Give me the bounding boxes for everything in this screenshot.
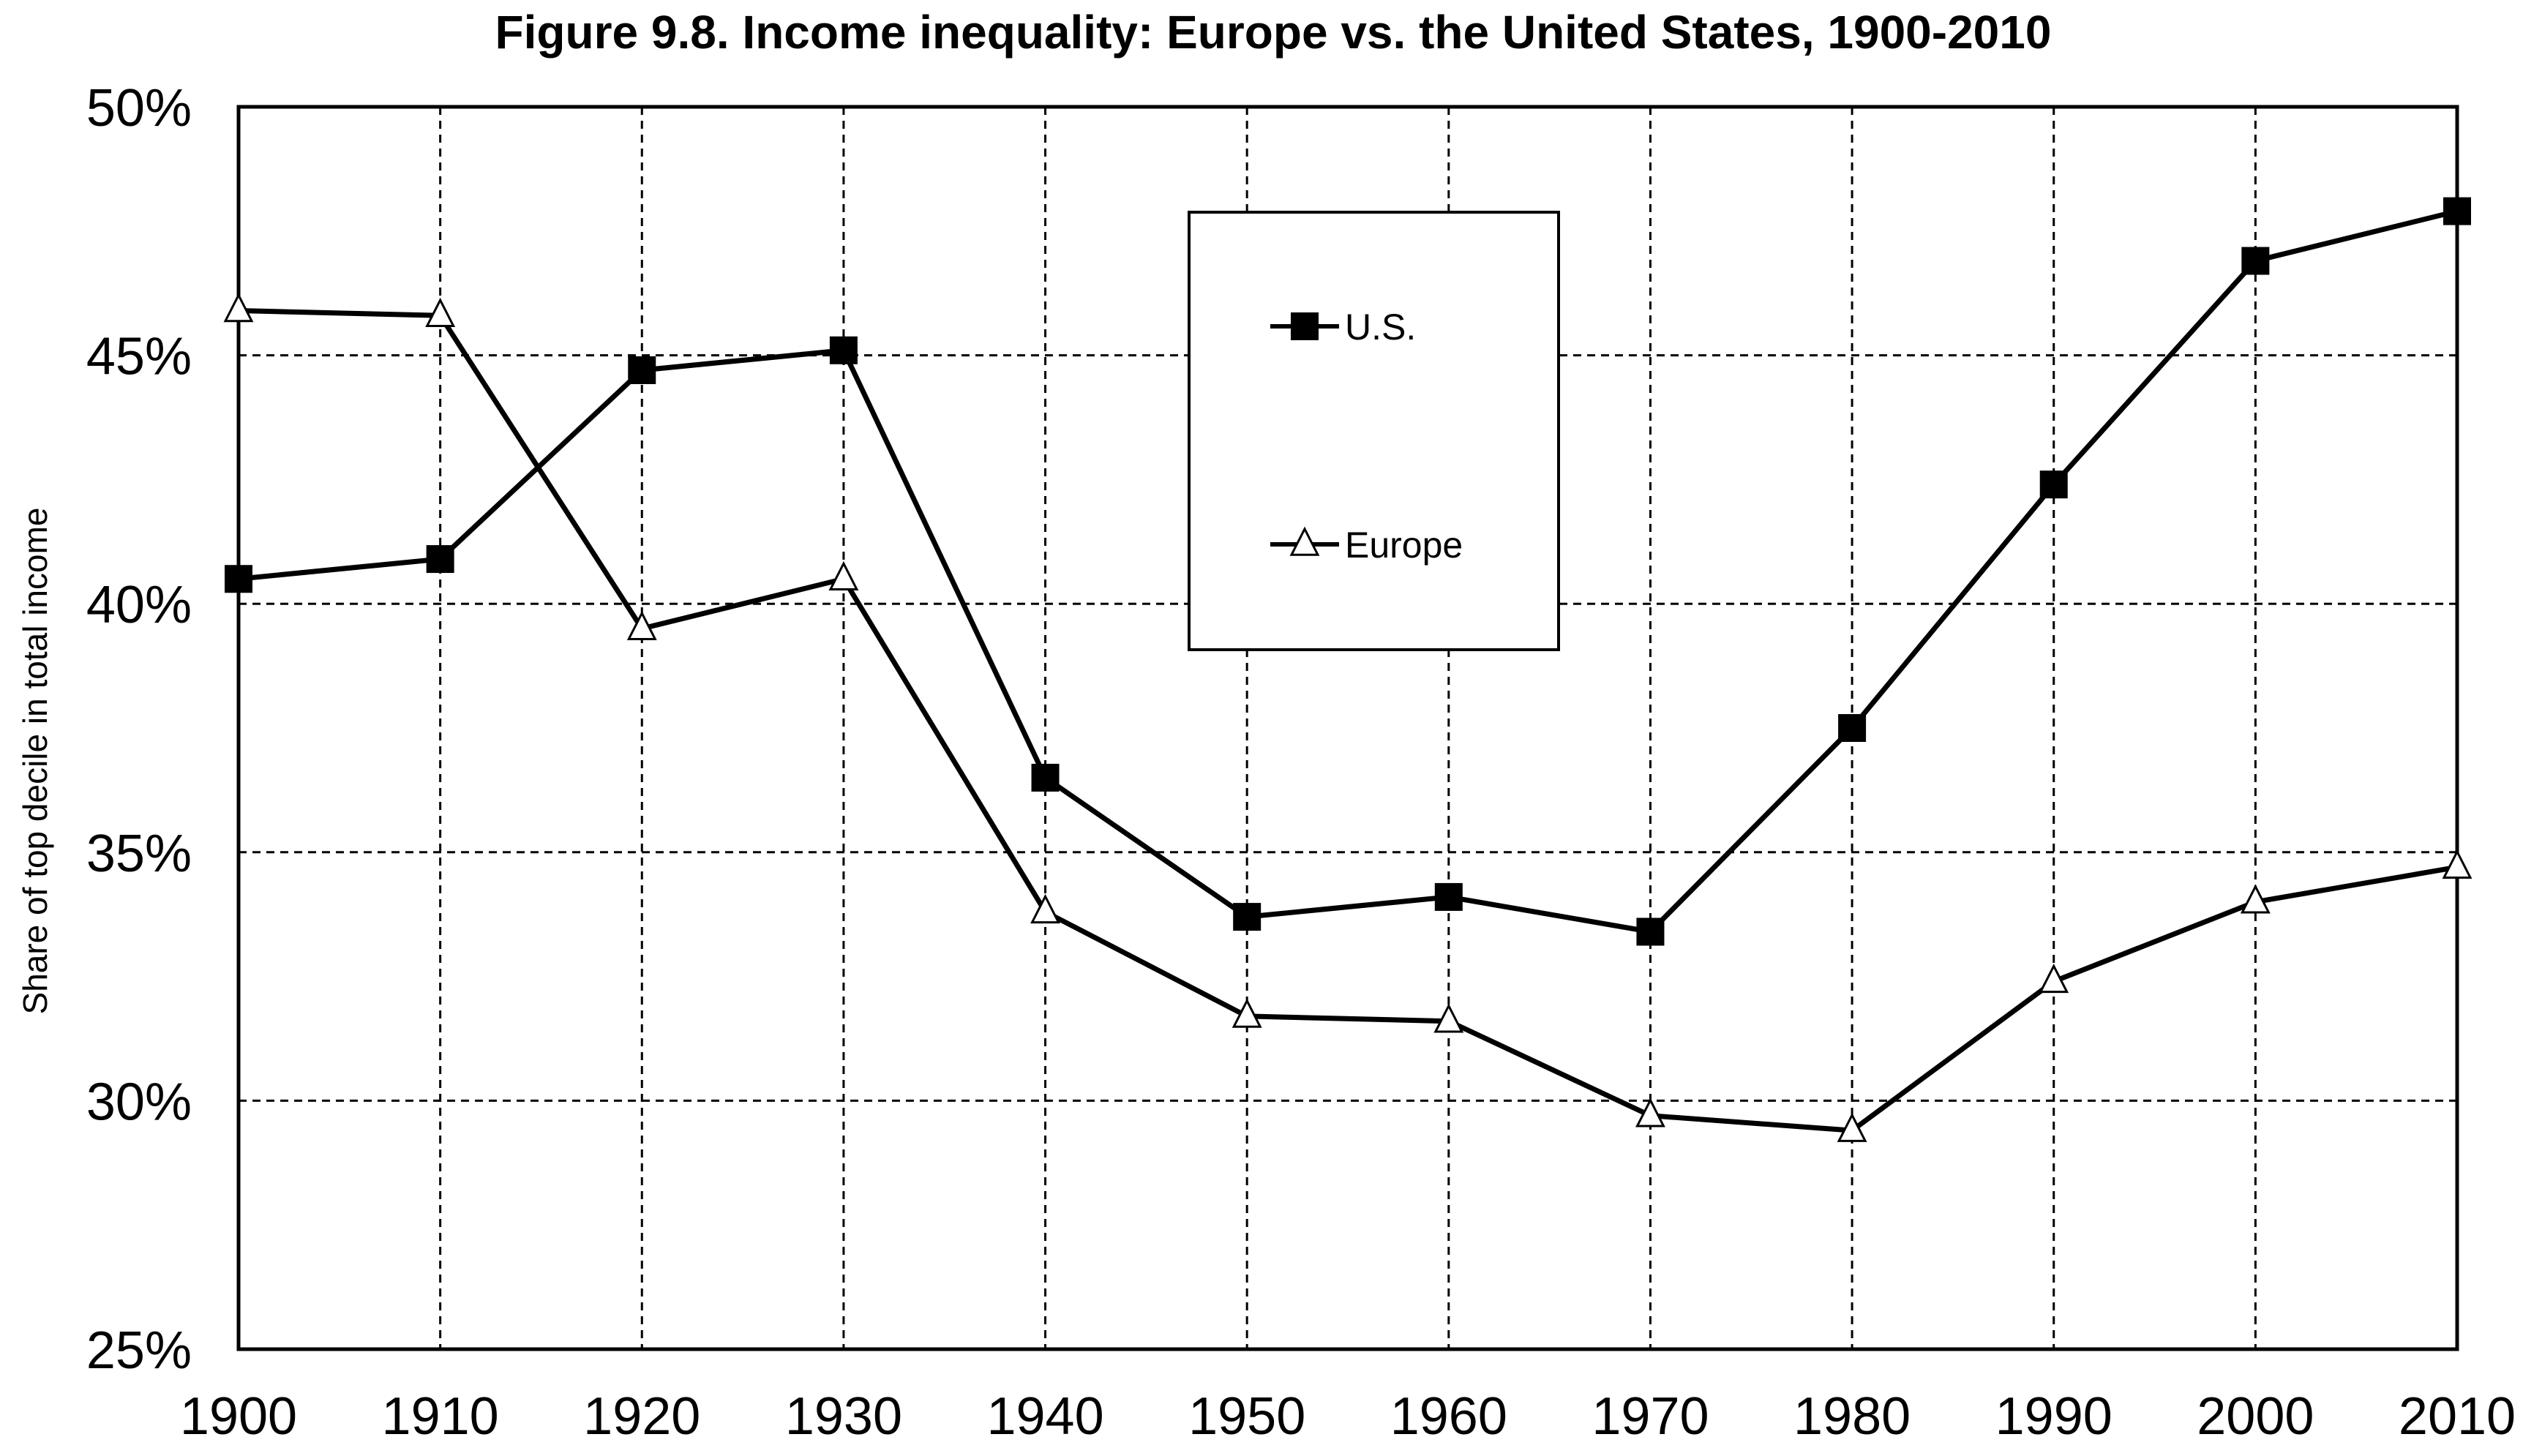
x-tick-label: 1960	[1390, 1387, 1507, 1446]
data-point	[829, 336, 858, 364]
data-point	[628, 356, 656, 384]
x-tick-label: 1950	[1188, 1387, 1305, 1446]
data-point	[425, 297, 456, 328]
data-point	[1636, 917, 1665, 946]
legend-label: U.S.	[1345, 307, 1416, 348]
data-point	[828, 560, 859, 591]
y-axis-title: Share of top decile in total income	[16, 508, 54, 1015]
legend-marker	[1291, 312, 1319, 340]
legend-entry: U.S.	[1270, 307, 1416, 348]
legend-entry: Europe	[1270, 525, 1463, 566]
data-point	[1837, 1112, 1867, 1142]
y-tick-label: 45%	[86, 328, 192, 386]
data-point	[2039, 470, 2068, 499]
x-axis-tick-labels: 1900 1910 1920 1930 1940 1950 1960 1970 1980 1990…	[180, 1387, 2516, 1446]
y-axis-tick-labels: 25% 30% 35% 40% 45% 50%	[86, 79, 192, 1380]
series-line	[238, 209, 2458, 934]
x-tick-label: 2000	[2197, 1387, 2314, 1446]
data-point	[2241, 247, 2270, 275]
x-tick-label: 1940	[986, 1387, 1103, 1446]
data-point	[2240, 884, 2271, 914]
legend: U.S. Europe	[1188, 211, 1560, 651]
data-point	[1233, 903, 1262, 931]
x-tick-label: 1930	[785, 1387, 902, 1446]
y-tick-label: 35%	[86, 825, 192, 883]
x-tick-label: 1920	[583, 1387, 700, 1446]
data-point	[1031, 763, 1060, 792]
data-point	[1030, 893, 1060, 924]
grid	[239, 107, 2457, 1349]
chart-title: Figure 9.8. Income inequality: Europe vs…	[495, 6, 2052, 59]
legend-label: Europe	[1345, 525, 1463, 566]
legend-marker	[1289, 526, 1320, 556]
y-tick-label: 40%	[86, 576, 192, 634]
series-line	[238, 307, 2458, 1133]
legend-box	[1188, 211, 1560, 651]
x-tick-label: 1980	[1793, 1387, 1911, 1446]
x-tick-label: 2010	[2399, 1387, 2516, 1446]
x-tick-label: 1970	[1592, 1387, 1709, 1446]
y-tick-label: 50%	[86, 79, 192, 138]
data-point	[225, 565, 252, 593]
data-point	[223, 293, 254, 323]
y-tick-label: 30%	[86, 1073, 192, 1131]
data-point	[1434, 882, 1463, 911]
data-point	[2442, 849, 2473, 879]
legend-entries: U.S. Europe	[1270, 307, 1463, 566]
y-tick-label: 25%	[86, 1321, 192, 1380]
data-point	[426, 545, 454, 574]
x-tick-label: 1900	[180, 1387, 297, 1446]
data-series	[223, 197, 2473, 1142]
data-point	[2443, 197, 2471, 225]
data-point	[1635, 1097, 1665, 1127]
data-point	[1231, 998, 1262, 1028]
series-us	[225, 197, 2471, 946]
data-point	[1838, 714, 1867, 742]
data-point	[1433, 1003, 1464, 1033]
data-point	[2039, 964, 2069, 994]
data-point	[626, 610, 657, 640]
plot-area-border	[236, 105, 2459, 1351]
x-tick-label: 1990	[1995, 1387, 2113, 1446]
x-tick-label: 1910	[382, 1387, 499, 1446]
series-europe	[223, 293, 2473, 1142]
